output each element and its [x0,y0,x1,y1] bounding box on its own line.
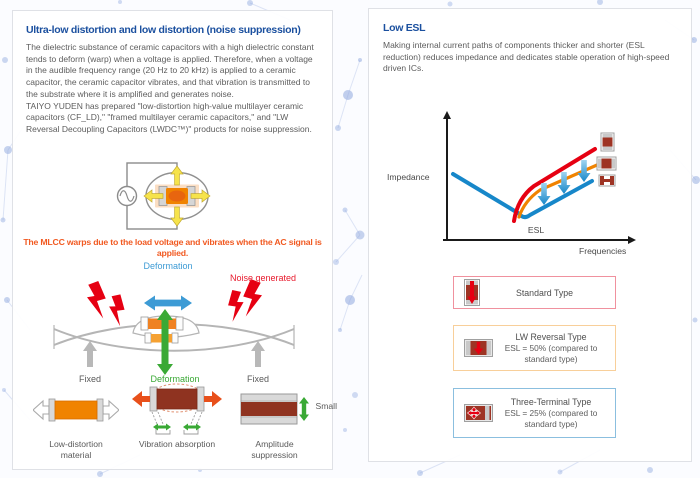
small-label: Small [315,401,338,411]
three-terminal-curve [451,172,594,220]
low-distortion-capacitor-icon [33,383,119,437]
small-amplitude-arrow-icon [298,397,309,421]
legend-subtitle: ESL = 50% (compared to standard type) [504,343,598,364]
fixed-left-label: Fixed [78,374,101,384]
lw-reversal-capacitor-mini-icon [596,156,617,171]
lw-reversal-curve [517,163,599,219]
deformation-bottom-label: Deformation [150,374,200,384]
impedance-chart-svg: Impedance Frequencies ESL [387,111,636,256]
y-axis-arrowhead [443,111,451,119]
esl-reduction-arrows-icon [537,160,591,205]
standard-capacitor-icon [464,279,480,306]
standard-curve [512,147,597,223]
three-terminal-capacitor-icon [464,404,493,422]
impedance-chart: Impedance Frequencies ESL [383,111,673,263]
ac-source-icon [116,185,137,207]
solution-label: Amplitude suppression [251,439,298,461]
standard-capacitor-mini-icon [600,132,615,152]
solutions-row: Low-distortion material [26,383,337,461]
fixed-right-label: Fixed [246,374,269,384]
fixed-arrow-icon-left [83,341,97,367]
warp-diagram-svg [53,279,295,375]
warp-diagram: Deformation Noise generated Fixed Deform… [29,261,319,391]
left-panel-title: Ultra-low distortion and low distortion … [26,24,301,36]
legend-title: Three-Terminal Type [510,397,592,408]
esl-annotation: ESL [528,225,544,235]
panel-low-distortion: Ultra-low distortion and low distortion … [12,10,337,470]
solution-label: Vibration absorption [138,439,216,449]
chart-axes [443,116,630,241]
deformation-top-label: Deformation [143,261,193,271]
deformation-arrow-vertical-icon [157,309,173,375]
lightning-noise-icon-left [87,281,125,327]
amplitude-suppression-capacitor-icon [235,383,315,437]
fixed-arrow-icon-right [251,341,265,367]
three-terminal-capacitor-mini-icon [598,174,616,187]
deformation-arrow-horizontal-icon [144,295,192,311]
warp-caption: The MLCC warps due to the load voltage a… [23,237,322,259]
legend-title: LW Reversal Type [515,332,587,343]
solution-label: Low-distortion material [49,439,103,461]
expansion-arrows-icon [142,165,211,227]
right-panel-title: Low ESL [383,22,426,34]
legend-standard-type: Standard Type [453,276,616,309]
solution-amplitude-suppression: Amplitude suppression Small [228,383,337,461]
x-axis-label: Frequencies [579,246,626,256]
legend-lw-reversal-type: LW Reversal Type ESL = 50% (compared to … [453,325,616,371]
ac-circuit-diagram [13,153,332,245]
x-axis-arrowhead [628,236,636,244]
vibration-absorption-capacitor-icon [132,383,222,437]
ac-circuit-svg [116,162,211,230]
legend-three-terminal-type: Three-Terminal Type ESL = 25% (compared … [453,388,616,438]
y-axis-label: Impedance [387,172,430,182]
lightning-noise-icon-right [228,279,262,322]
solution-low-distortion: Low-distortion material [26,383,126,461]
legend-subtitle: ESL = 25% (compared to standard type) [504,408,598,429]
legend-title: Standard Type [515,287,574,298]
lw-reversal-capacitor-icon [464,339,493,357]
right-paragraph: Making internal current paths of compone… [383,40,670,74]
panel-low-esl: Low ESL Making internal current paths of… [368,8,692,462]
solution-vibration-absorption: Vibration absorption [126,383,228,461]
left-paragraph-1: The dielectric substance of ceramic capa… [26,42,314,99]
noise-generated-label: Noise generated [229,273,297,283]
left-paragraph-2: TAIYO YUDEN has prepared "low-distortion… [26,100,312,135]
